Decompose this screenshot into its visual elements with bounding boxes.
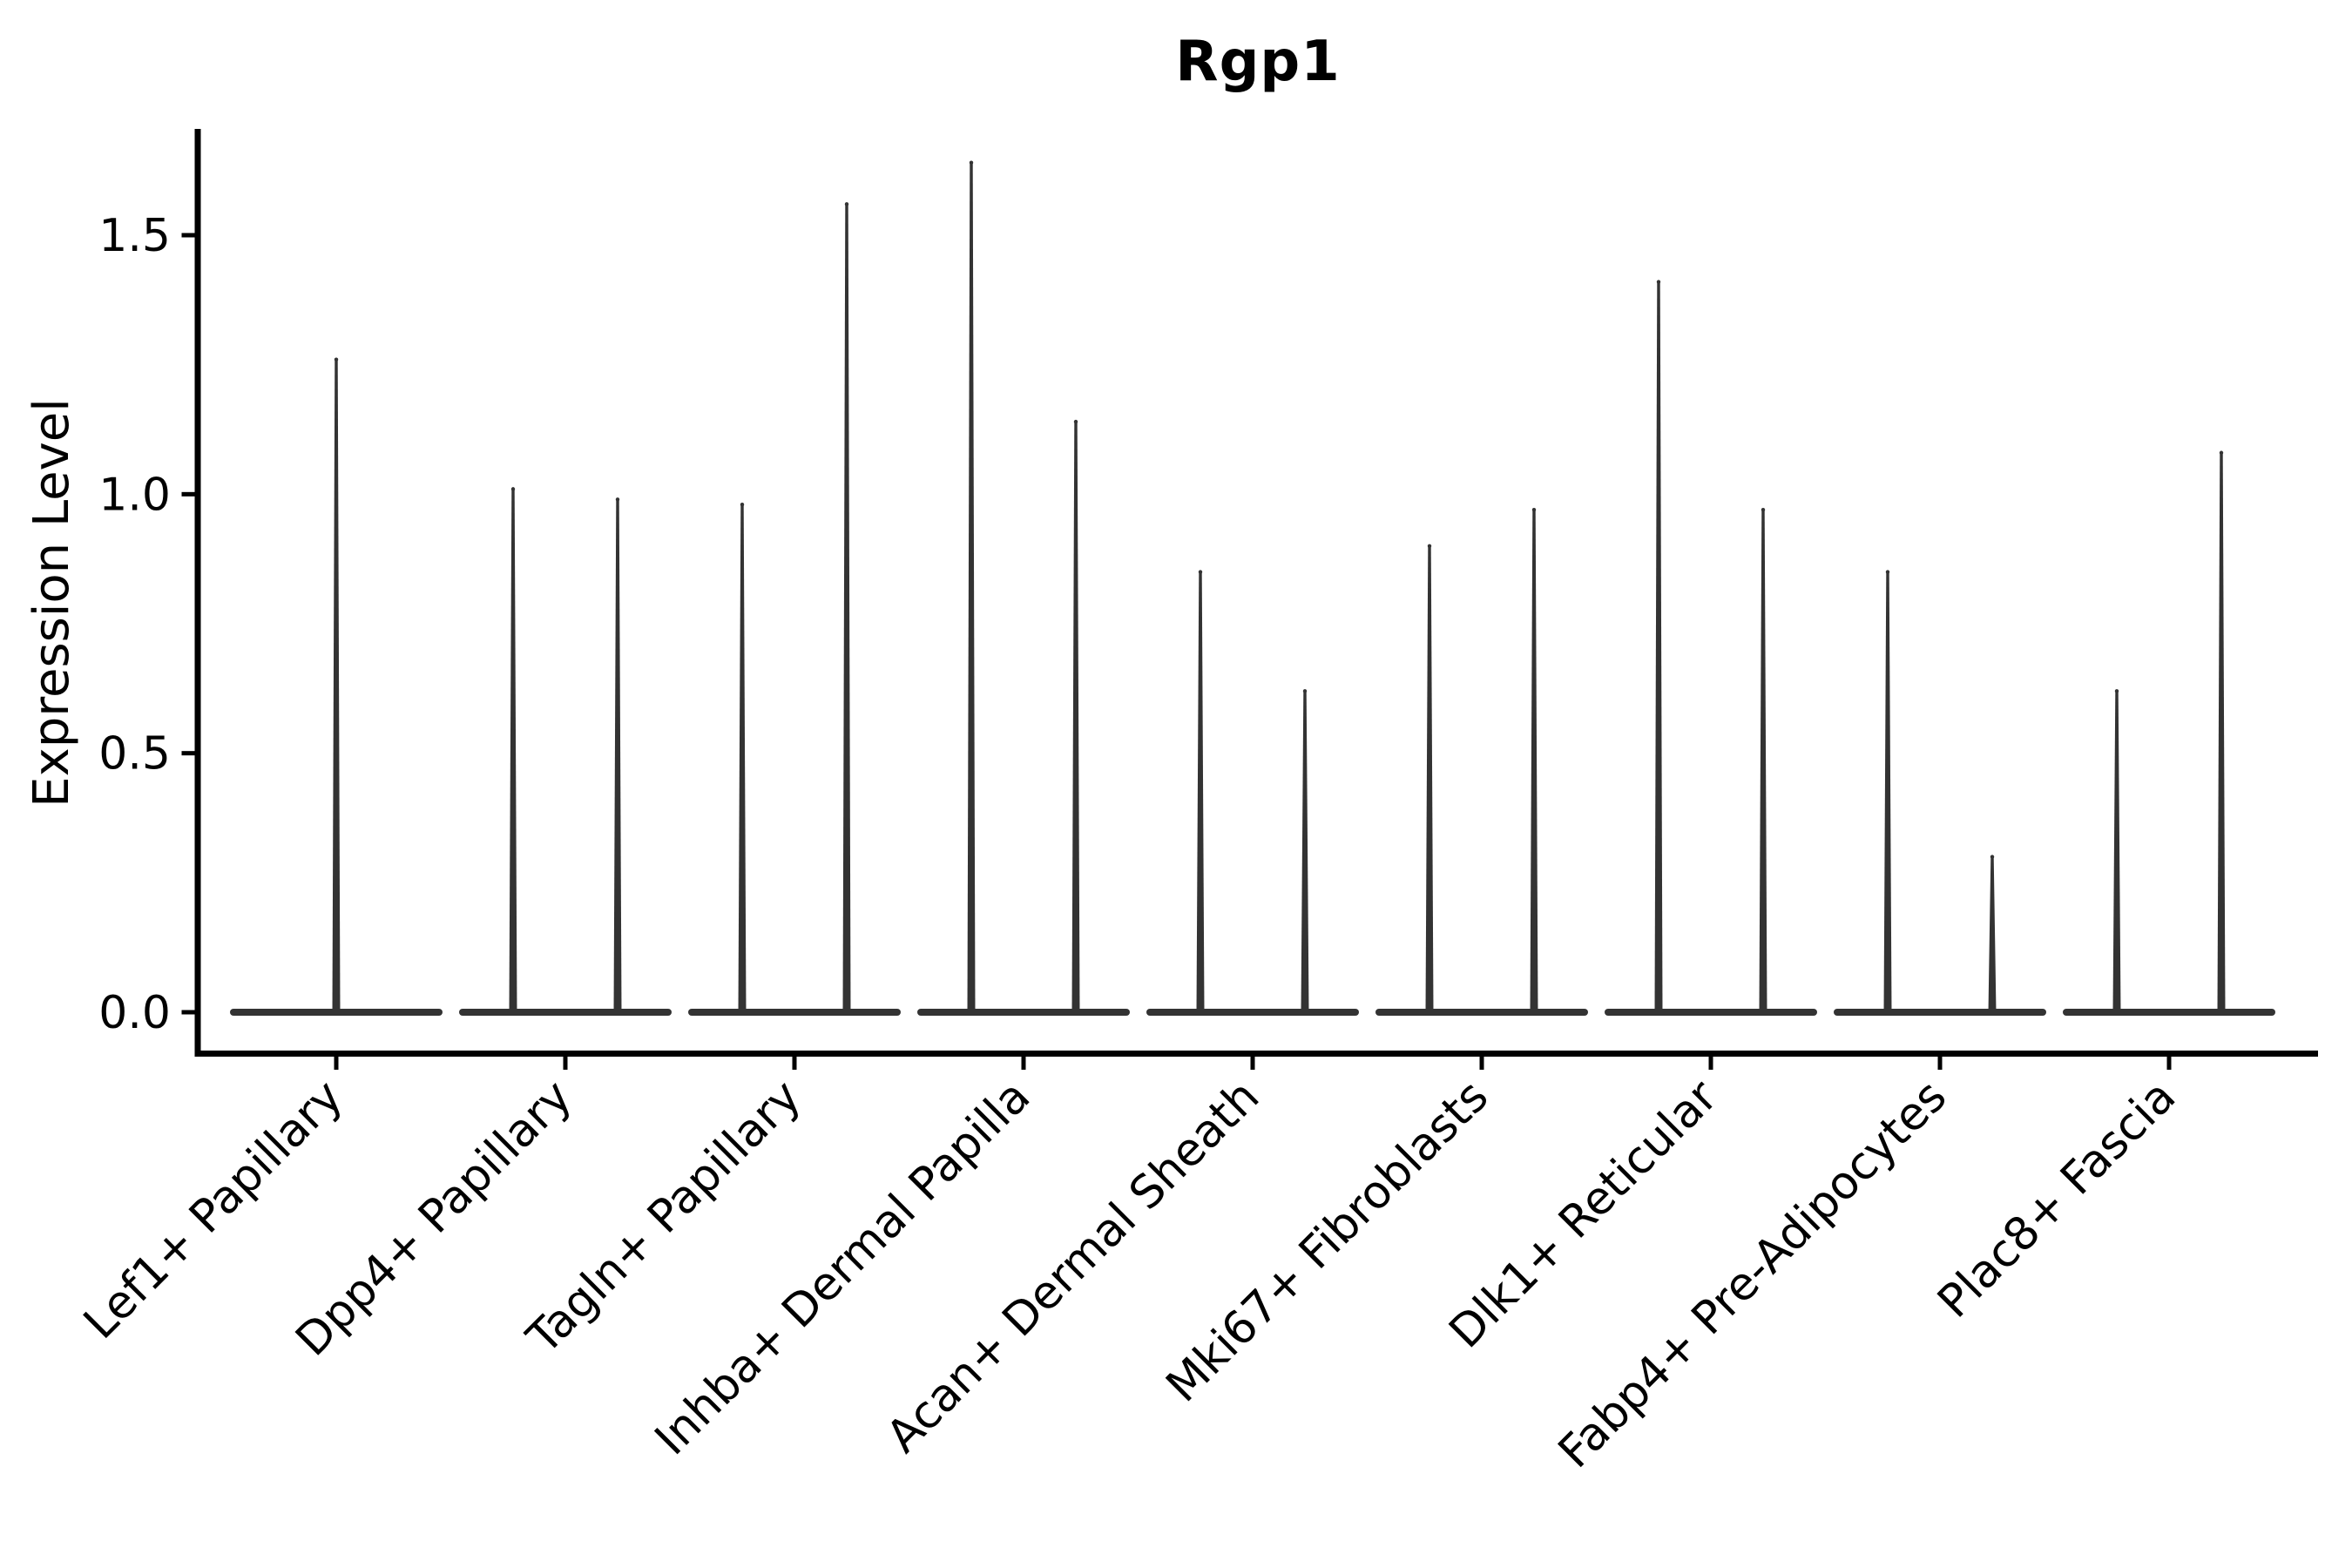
violin-spike-tip [1761,507,1766,512]
plot-title: Rgp1 [1175,30,1341,94]
violin-spike-tip [334,357,339,362]
violin-spike [332,359,341,1012]
y-tick [181,491,195,497]
y-tick-label: 1.5 [98,210,171,262]
x-tick [563,1057,568,1070]
x-tick-label: Acan+ Dermal Sheath [877,1071,1270,1463]
x-tick-label: Inhba+ Dermal Papilla [645,1071,1040,1465]
y-tick [181,233,195,238]
x-tick [2166,1057,2172,1070]
violin-spike [2217,452,2226,1012]
violin-spike [1988,856,1997,1012]
violin-spike [1530,510,1538,1012]
y-tick [181,1010,195,1015]
y-tick-label: 0.0 [98,987,171,1039]
violin-spike [842,204,851,1012]
y-axis-spine [194,129,201,1057]
x-tick [1021,1057,1026,1070]
violin-spike [1654,281,1663,1013]
violin-spike [1759,510,1767,1012]
x-tick [1250,1057,1255,1070]
violin-spike-tip [1990,855,1995,859]
violin-spike-tip [510,487,516,491]
violin-spike-tip [844,202,849,206]
x-tick [334,1057,339,1070]
violin-spike [509,489,517,1012]
violin-spike-tip [1531,507,1537,512]
x-axis-spine [194,1051,2318,1057]
violin-spike [1071,422,1080,1013]
violin-spike-tip [1656,280,1661,284]
violin-spike-tip [2219,450,2224,455]
violin-spike-tip [1302,689,1308,693]
x-tick [792,1057,797,1070]
y-tick [181,751,195,756]
x-tick [1708,1057,1713,1070]
violin-spike-tip [1885,570,1890,574]
violin-spike-tip [1198,570,1203,574]
violin-spike [967,162,976,1012]
violin-spike-tip [740,503,745,507]
violin-spike [1196,571,1205,1012]
violin-spike [2112,691,2121,1012]
violin-spike [1301,691,1309,1012]
violin-spike-tip [969,160,974,165]
x-tick [1937,1057,1943,1070]
x-tick-label: Plac8+ Fascia [1928,1071,2186,1328]
violin-spike [738,504,747,1012]
x-tick-label: Fabp4+ Pre-Adipocytes [1549,1071,1957,1478]
y-tick-label: 0.5 [98,728,171,781]
x-tick [1479,1057,1484,1070]
y-tick-label: 1.0 [98,469,171,521]
violin-spike-tip [615,497,620,502]
violin-spike [1425,545,1434,1012]
violin-spike-tip [1427,544,1432,548]
violin-spike [1883,571,1892,1012]
violin-spike-tip [1073,419,1078,424]
violin-spike [613,499,622,1012]
violin-spike-tip [2114,689,2119,693]
